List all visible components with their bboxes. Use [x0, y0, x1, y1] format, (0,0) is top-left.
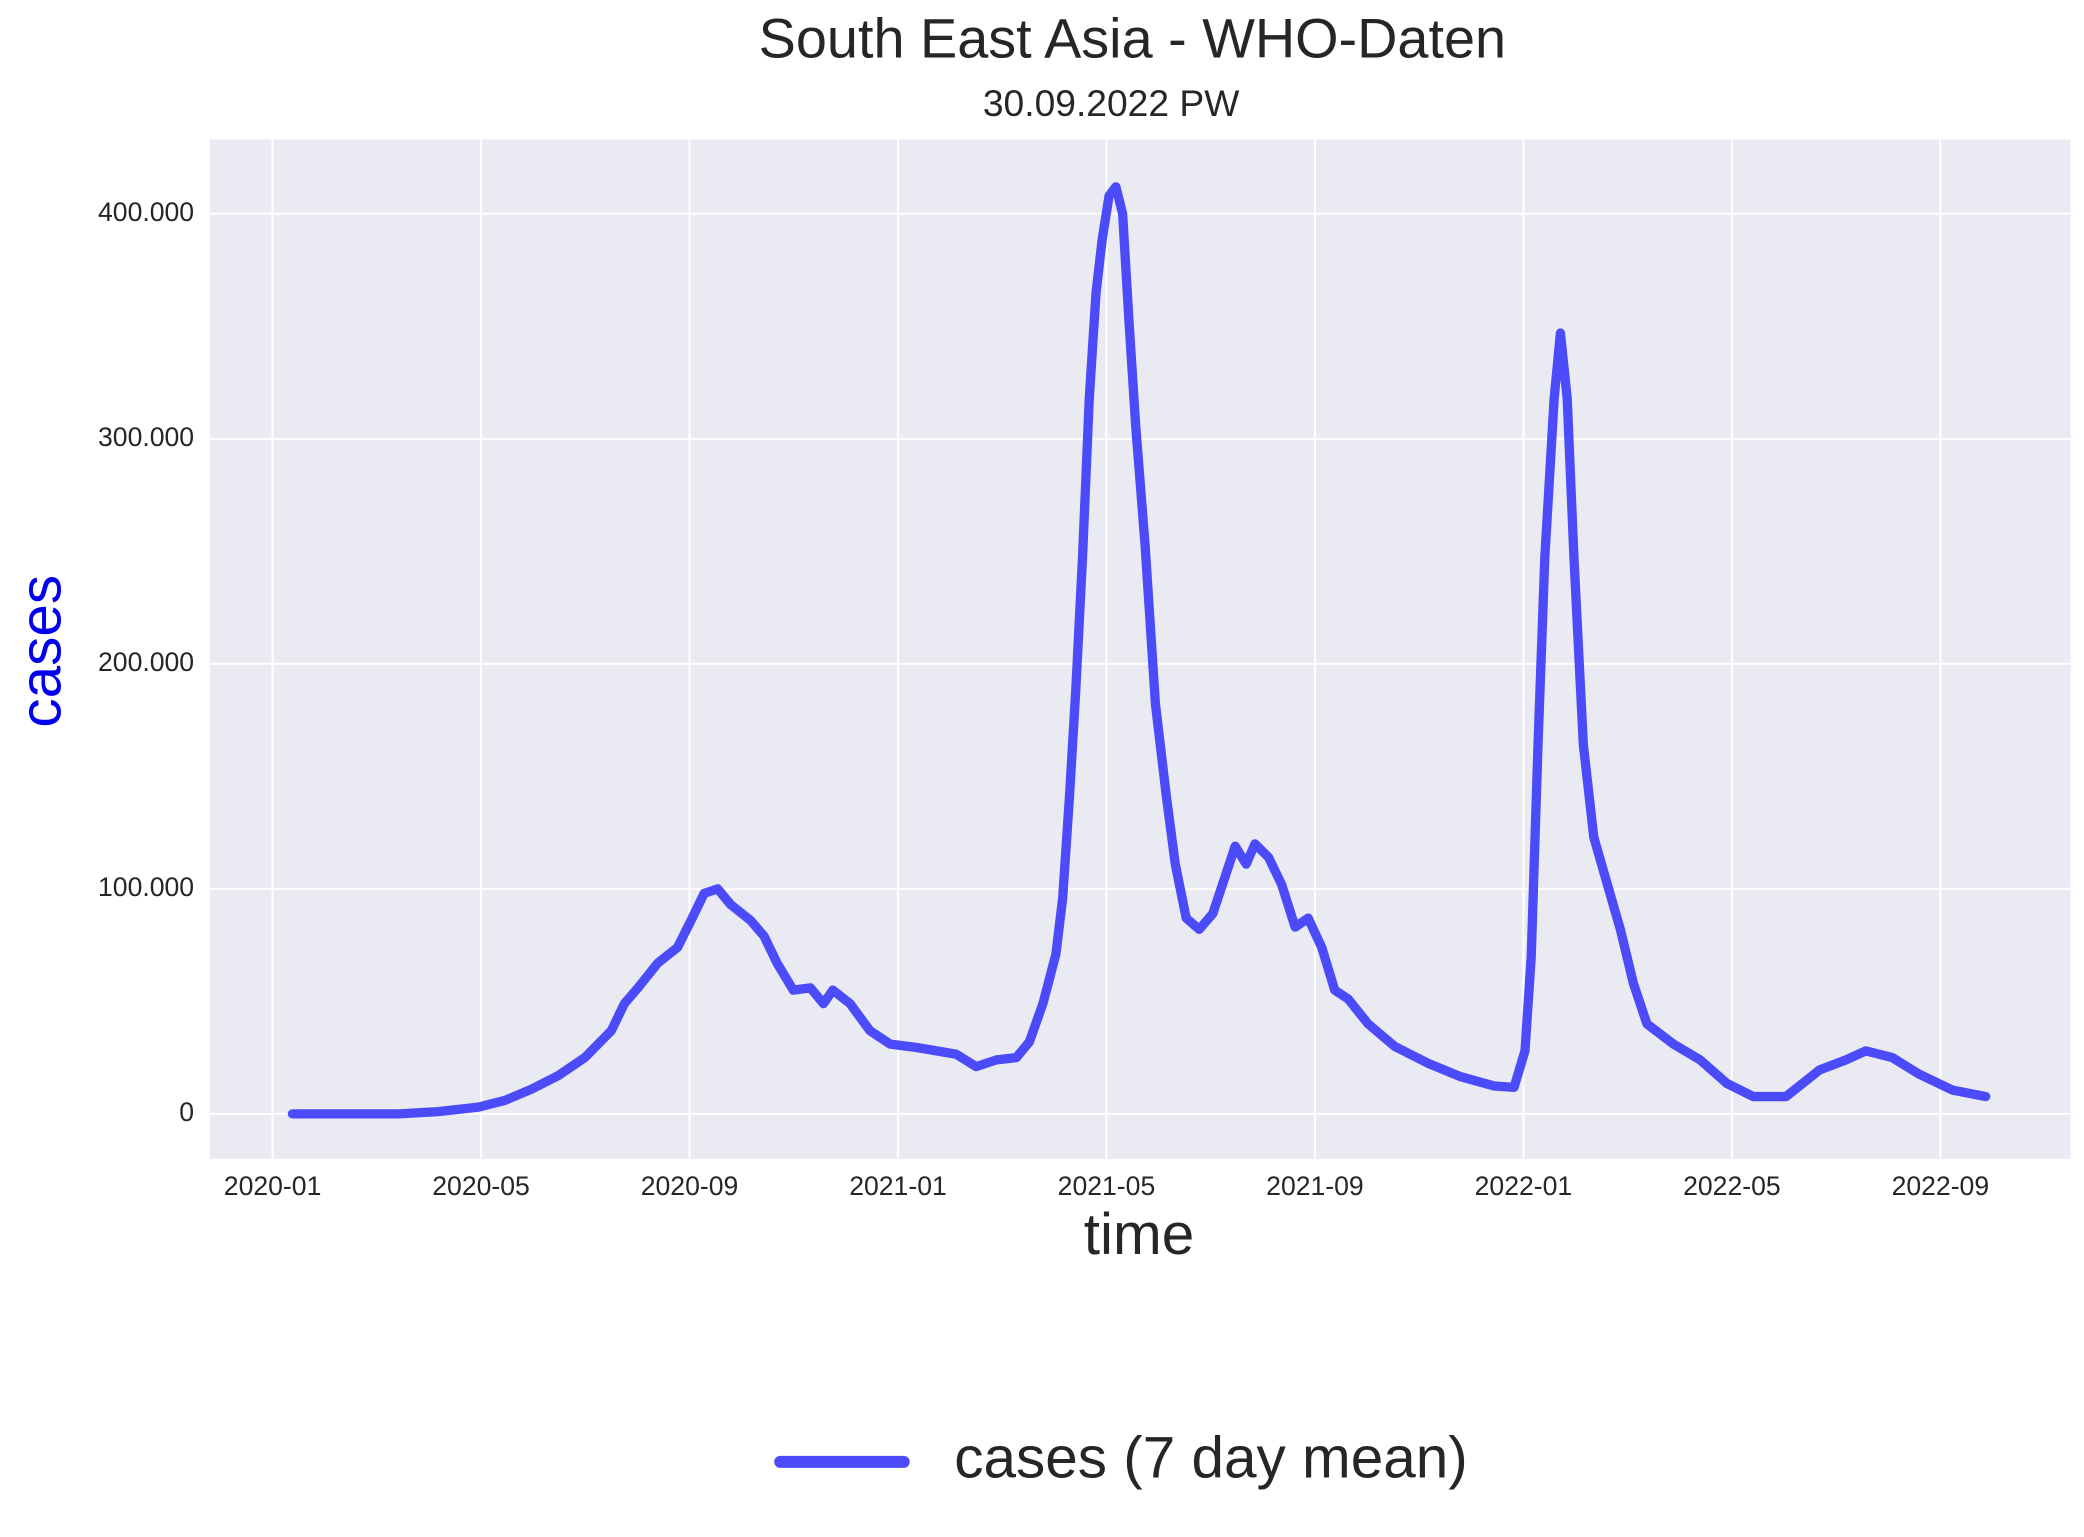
legend-label: cases (7 day mean)	[954, 1425, 1467, 1490]
x-tick-label: 2022-01	[1475, 1171, 1573, 1201]
y-tick-label: 400.000	[98, 197, 194, 227]
y-tick-label: 300.000	[98, 422, 194, 452]
plot-background	[210, 139, 2071, 1159]
x-tick-label: 2022-05	[1683, 1171, 1781, 1201]
x-tick-label: 2020-05	[432, 1171, 530, 1201]
x-axis-label: time	[1084, 1202, 1194, 1267]
y-tick-label: 100.000	[98, 872, 194, 902]
x-tick-label: 2022-09	[1892, 1171, 1990, 1201]
x-tick-label: 2021-09	[1266, 1171, 1364, 1201]
chart-title: South East Asia - WHO-Daten	[759, 6, 1506, 69]
y-axis-label: cases	[9, 575, 74, 728]
y-tick-label: 0	[179, 1097, 194, 1127]
x-tick-label: 2020-09	[641, 1171, 739, 1201]
x-tick-label: 2021-05	[1058, 1171, 1156, 1201]
x-tick-label: 2021-01	[849, 1171, 947, 1201]
data-line	[287, 182, 1991, 1119]
chart-subtitle: 30.09.2022 PW	[983, 82, 1239, 124]
y-tick-label: 200.000	[98, 647, 194, 677]
x-tick-label: 2020-01	[224, 1171, 322, 1201]
